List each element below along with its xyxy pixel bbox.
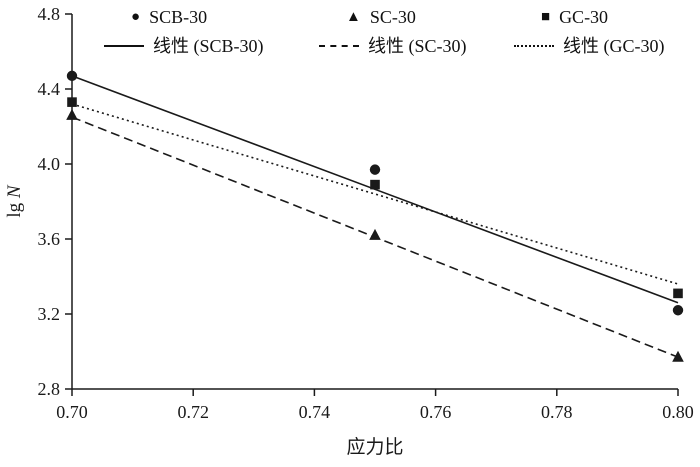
legend-label-scb30: SCB-30 [149, 7, 208, 27]
y-tick-label: 3.6 [38, 229, 61, 249]
legend-label-linear-gc30: 线性 (GC-30) [563, 35, 665, 56]
y-axis-title: lg N [4, 184, 25, 218]
legend-item-linear-sc30: 线性 (SC-30) [319, 36, 514, 58]
data-point-triangle [672, 350, 684, 362]
data-point-triangle [66, 108, 78, 120]
y-tick-label: 2.8 [38, 379, 61, 399]
x-tick-label: 0.78 [541, 402, 573, 422]
legend-label-linear-sc30: 线性 (SC-30) [368, 35, 467, 56]
triangle-marker-icon: ▲ [346, 9, 361, 26]
data-point-square [673, 288, 683, 299]
legend-label-sc30: SC-30 [369, 7, 416, 27]
x-tick-label: 0.70 [56, 402, 88, 422]
x-tick-label: 0.72 [177, 402, 209, 422]
legend-item-scb30: ● SCB-30 [104, 7, 319, 29]
legend-item-linear-gc30: 线性 (GC-30) [514, 36, 684, 58]
legend-label-gc30: GC-30 [559, 7, 609, 27]
legend-item-gc30: ■ GC-30 [514, 7, 684, 29]
square-marker-icon: ■ [541, 9, 551, 26]
data-point-circle [672, 305, 684, 316]
legend-item-sc30: ▲ SC-30 [319, 7, 514, 29]
circle-marker-icon: ● [131, 9, 141, 26]
x-tick-label: 0.76 [420, 402, 452, 422]
y-tick-label: 4.0 [38, 154, 61, 174]
x-tick-label: 0.80 [662, 402, 694, 422]
y-tick-label: 3.2 [38, 304, 61, 324]
data-point-circle [369, 164, 381, 175]
data-point-circle [66, 70, 78, 82]
x-tick-label: 0.74 [299, 402, 331, 422]
solid-line-icon [104, 45, 144, 48]
legend-label-linear-scb30: 线性 (SCB-30) [153, 35, 264, 56]
trendline-dotted [71, 103, 679, 285]
dashed-line-icon [319, 45, 359, 48]
legend-item-linear-scb30: 线性 (SCB-30) [104, 36, 319, 58]
dotted-line-icon [514, 45, 554, 48]
data-point-square [370, 179, 380, 190]
x-axis-title: 应力比 [346, 436, 403, 458]
y-tick-label: 4.4 [38, 79, 61, 99]
data-point-square [67, 97, 77, 107]
y-tick-label: 4.8 [38, 4, 61, 24]
data-point-triangle [369, 228, 381, 240]
legend: ● SCB-30 ▲ SC-30 ■ GC-30 线性 (SCB-30) 线性 … [104, 7, 684, 57]
